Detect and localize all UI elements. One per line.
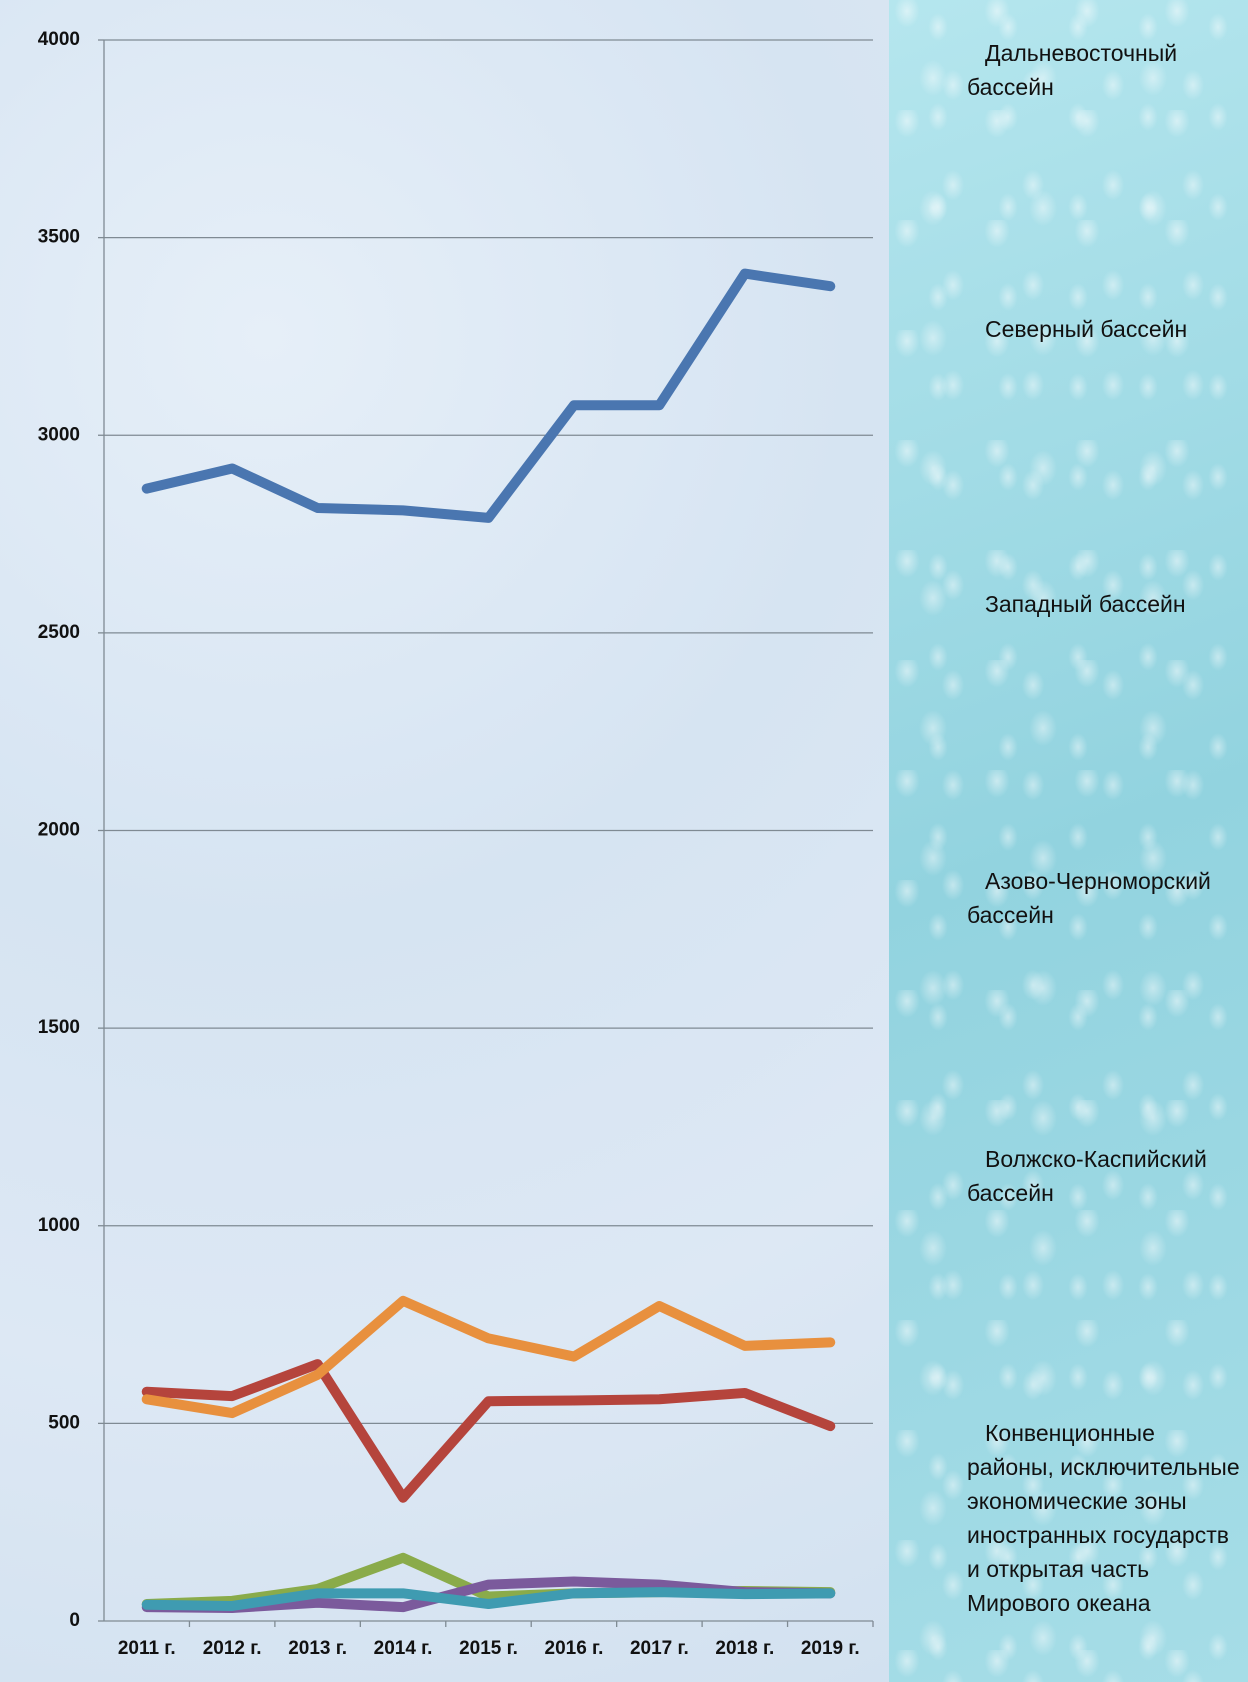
legend-entry: Азово-Черноморский бассейн (967, 864, 1241, 932)
y-tick-label: 4000 (38, 29, 80, 50)
legend-entry: Северный бассейн (967, 312, 1241, 346)
x-tick-label: 2015 г. (459, 1638, 518, 1659)
y-tick-label: 3000 (38, 424, 80, 445)
y-tick-label: 2500 (38, 622, 80, 643)
x-tick-label: 2017 г. (630, 1638, 689, 1659)
y-tick-label: 3500 (38, 227, 80, 248)
legend-label: Северный бассейн (985, 316, 1188, 342)
x-tick-label: 2013 г. (288, 1638, 347, 1659)
legend-label: Западный бассейн (985, 591, 1186, 617)
x-tick-label: 2014 г. (374, 1638, 433, 1659)
x-tick-label: 2012 г. (203, 1638, 262, 1659)
y-tick-label: 2000 (38, 820, 80, 841)
x-tick-label: 2016 г. (545, 1638, 604, 1659)
legend: Дальневосточный бассейн Северный бассейн З… (967, 0, 1241, 1682)
series-line (141, 1359, 836, 1503)
y-tick-label: 0 (69, 1610, 80, 1631)
series-line (141, 268, 836, 523)
series-line (141, 1295, 836, 1419)
legend-entry: Западный бассейн (967, 587, 1241, 621)
x-tick-label: 2011 г. (118, 1638, 176, 1659)
y-tick-label: 1000 (38, 1215, 80, 1236)
series-line (141, 1587, 836, 1611)
x-tick-label: 2019 г. (801, 1638, 860, 1659)
legend-label: Конвенционные районы, исключительные эко… (967, 1420, 1240, 1616)
legend-background (889, 0, 1248, 1682)
legend-entry: Волжско-Каспийский бассейн (967, 1142, 1241, 1210)
y-tick-label: 500 (48, 1412, 80, 1433)
legend-label: Дальневосточный бассейн (967, 40, 1178, 100)
legend-label: Азово-Черноморский бассейн (967, 868, 1211, 928)
y-tick-label: 1500 (38, 1017, 80, 1038)
x-tick-label: 2018 г. (715, 1638, 774, 1659)
legend-label: Волжско-Каспийский бассейн (967, 1146, 1207, 1206)
legend-entry: Конвенционные районы, исключительные эко… (967, 1416, 1241, 1620)
legend-entry: Дальневосточный бассейн (967, 36, 1241, 104)
